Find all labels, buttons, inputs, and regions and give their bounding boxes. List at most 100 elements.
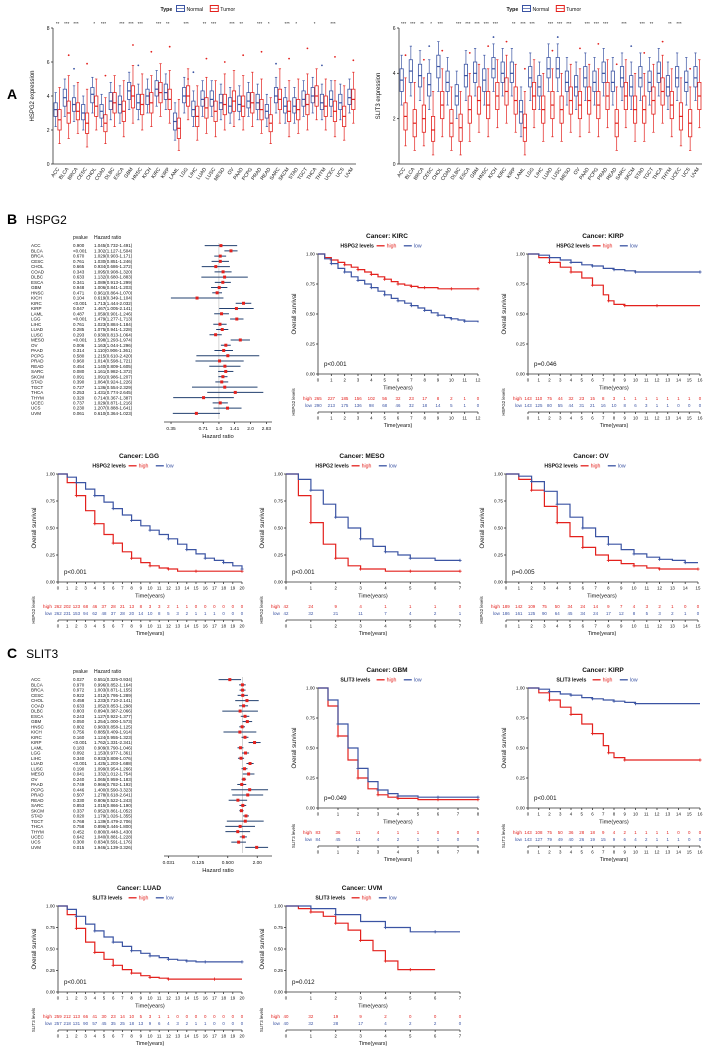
svg-text:high: high [491,604,500,610]
svg-text:Time(years): Time(years) [600,423,629,429]
svg-text:4: 4 [409,611,412,616]
svg-text:1.41: 1.41 [230,426,240,432]
svg-text:0: 0 [57,586,60,591]
svg-text:3: 3 [84,586,87,591]
svg-text:STAD: STAD [31,814,43,819]
km-hspg2-meso: Cancer: MESO HSPG2 levels high low 0.00 0.25 0… [256,450,468,655]
svg-text:143: 143 [524,837,532,842]
svg-text:110: 110 [535,396,543,401]
svg-text:UCS: UCS [31,840,41,845]
svg-text:HSPG2 levels: HSPG2 levels [544,464,578,470]
svg-text:0.020: 0.020 [73,814,85,819]
svg-text:6: 6 [582,624,585,629]
svg-text:4: 4 [633,604,636,609]
svg-text:1.045(0.732-1.491): 1.045(0.732-1.491) [94,243,133,248]
svg-text:231: 231 [64,611,72,616]
svg-text:1.425(1.203-1.688): 1.425(1.203-1.688) [94,761,133,766]
svg-text:2: 2 [434,611,437,616]
svg-text:15: 15 [590,396,595,401]
svg-text:high: high [303,830,312,836]
svg-text:0: 0 [477,396,480,401]
svg-text:16: 16 [203,586,208,591]
svg-text:9: 9 [620,624,623,629]
svg-text:2: 2 [334,1034,337,1039]
svg-text:8: 8 [130,586,133,591]
svg-text:0.966(0.782-1.192): 0.966(0.782-1.192) [94,782,133,787]
svg-text:0: 0 [213,1014,216,1019]
svg-text:13: 13 [138,1021,143,1026]
svg-text:15: 15 [687,850,692,855]
svg-text:1.064(0.924-1.226): 1.064(0.924-1.226) [94,380,133,385]
svg-text:28: 28 [120,611,125,616]
svg-text:Time(years): Time(years) [600,857,629,863]
svg-text:1: 1 [66,624,69,629]
svg-text:2: 2 [548,416,551,421]
svg-text:1.00: 1.00 [494,472,503,477]
svg-text:1.091(0.986-1.207): 1.091(0.986-1.207) [94,374,133,379]
svg-text:0.50: 0.50 [516,746,525,751]
svg-text:5: 5 [409,624,412,629]
svg-text:262: 262 [54,604,62,609]
svg-text:ACC: ACC [50,166,61,178]
svg-text:0.853: 0.853 [73,803,85,808]
svg-text:21: 21 [590,403,595,408]
svg-text:19: 19 [230,996,235,1001]
svg-text:40: 40 [569,837,574,842]
svg-text:0.803: 0.803 [73,709,85,714]
svg-text:1: 1 [677,837,680,842]
svg-text:DLBC: DLBC [31,709,44,714]
svg-text:0: 0 [222,1021,225,1026]
svg-text:15: 15 [687,378,692,383]
svg-text:16: 16 [698,812,703,817]
svg-text:*: * [295,21,297,26]
svg-text:2: 2 [75,1034,78,1039]
svg-text:20: 20 [240,1034,245,1039]
svg-text:12: 12 [166,624,171,629]
svg-text:3: 3 [559,850,562,855]
svg-text:12: 12 [166,996,171,1001]
svg-text:1.598(1.293-1.974): 1.598(1.293-1.974) [94,338,133,343]
svg-text:SLIT3 levels: SLIT3 levels [501,823,506,848]
svg-text:14: 14 [676,416,681,421]
svg-text:175: 175 [341,403,349,408]
svg-text:75: 75 [547,830,552,835]
svg-text:0.092: 0.092 [73,751,85,756]
svg-text:6: 6 [434,996,437,1001]
svg-text:high: high [303,396,312,402]
svg-text:2: 2 [434,1021,437,1026]
svg-text:4: 4 [377,837,380,842]
svg-text:10: 10 [449,378,454,383]
svg-text:10: 10 [632,586,637,591]
svg-text:low: low [389,896,397,902]
svg-text:7: 7 [457,850,460,855]
svg-text:257: 257 [54,1021,62,1026]
svg-text:HSPG2 levels: HSPG2 levels [315,464,349,470]
svg-text:0: 0 [232,604,235,609]
svg-text:1.065(0.959-1.183): 1.065(0.959-1.183) [94,777,133,782]
svg-text:26: 26 [579,837,584,842]
svg-text:6: 6 [112,996,115,1001]
svg-text:0.737: 0.737 [73,400,85,405]
svg-text:0.343: 0.343 [73,269,85,274]
svg-text:LUSC: LUSC [31,766,44,771]
svg-text:high: high [43,604,52,610]
svg-text:8: 8 [602,396,605,401]
svg-text:***: *** [184,21,190,26]
svg-text:7: 7 [384,611,387,616]
svg-text:GBM: GBM [469,167,480,180]
svg-text:16: 16 [698,378,703,383]
svg-text:OV: OV [573,166,582,176]
svg-text:5: 5 [581,812,584,817]
svg-text:low: low [273,611,281,617]
svg-text:***: *** [557,21,563,26]
svg-text:6: 6 [112,586,115,591]
svg-text:3: 3 [559,416,562,421]
svg-text:1.110(0.906-1.361): 1.110(0.906-1.361) [94,348,132,353]
svg-text:14: 14 [138,611,143,616]
svg-text:4: 4 [570,378,573,383]
svg-text:13: 13 [175,1034,180,1039]
svg-text:1: 1 [195,1021,198,1026]
svg-text:***: *** [64,21,70,26]
svg-text:Time(years): Time(years) [358,1004,388,1010]
svg-text:THYM: THYM [31,829,44,834]
